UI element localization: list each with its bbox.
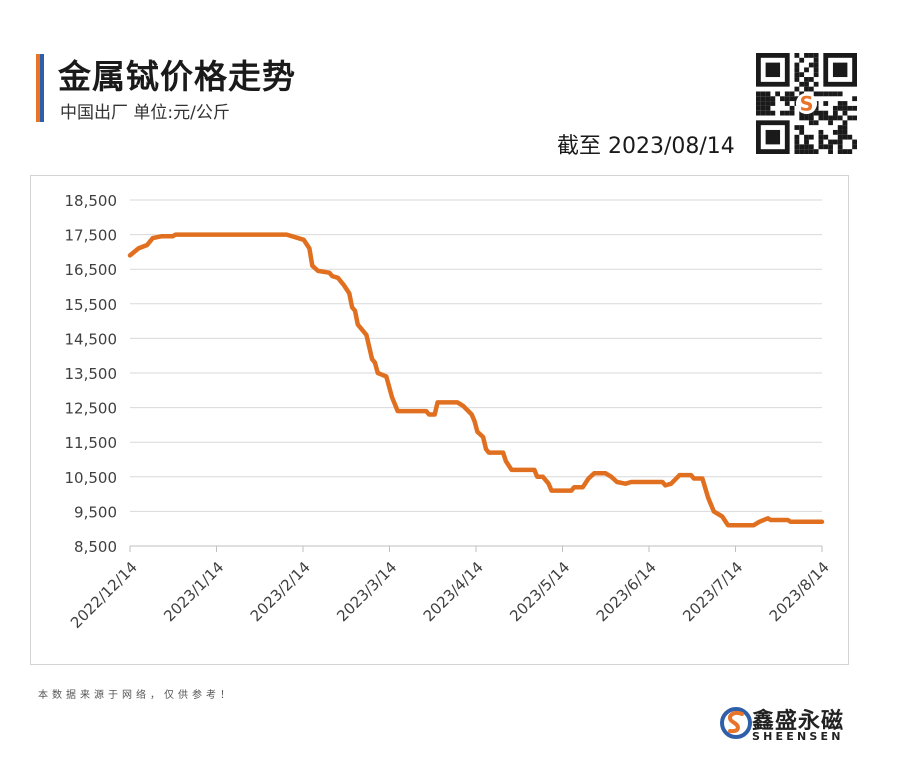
x-tick-label: 2023/3/14 [333,558,400,625]
chart-subtitle: 中国出厂 单位:元/公斤 [60,103,230,123]
y-tick-label: 12,500 [65,400,118,418]
x-tick-label: 2022/12/14 [67,558,141,632]
x-tick-label: 2023/2/14 [247,558,314,625]
x-tick-label: 2023/6/14 [593,558,660,625]
sheensen-s-logo-icon [720,707,752,739]
y-tick-label: 15,500 [65,296,118,314]
brand-name-cn: 鑫盛永磁 [752,709,845,734]
y-tick-label: 11,500 [65,434,118,452]
y-tick-label: 13,500 [65,365,118,383]
y-tick-label: 17,500 [65,227,118,245]
title-accent-bar [36,54,44,122]
svg-text:S: S [800,93,814,116]
x-tick-label: 2023/7/14 [679,558,746,625]
chart-title: 金属铽价格走势 [58,57,296,96]
y-tick-label: 18,500 [65,192,118,210]
y-tick-label: 8,500 [74,538,117,556]
y-tick-label: 16,500 [65,261,118,279]
source-disclaimer: 本数据来源于网络，仅供参考！ [38,690,234,701]
x-tick-label: 2023/1/14 [160,558,227,625]
y-tick-label: 10,500 [65,469,118,487]
as-of-date: 截至 2023/08/14 [557,134,735,159]
y-tick-label: 9,500 [74,503,117,521]
chart-frame [30,175,849,665]
brand-name-en: SHEENSEN [752,730,844,743]
price-series-line [127,232,825,528]
y-tick-label: 14,500 [65,330,118,348]
x-tick-label: 2023/8/14 [766,558,833,625]
qr-code-icon: S [756,53,857,154]
x-tick-label: 2023/4/14 [420,558,487,625]
x-tick-label: 2023/5/14 [506,558,573,625]
